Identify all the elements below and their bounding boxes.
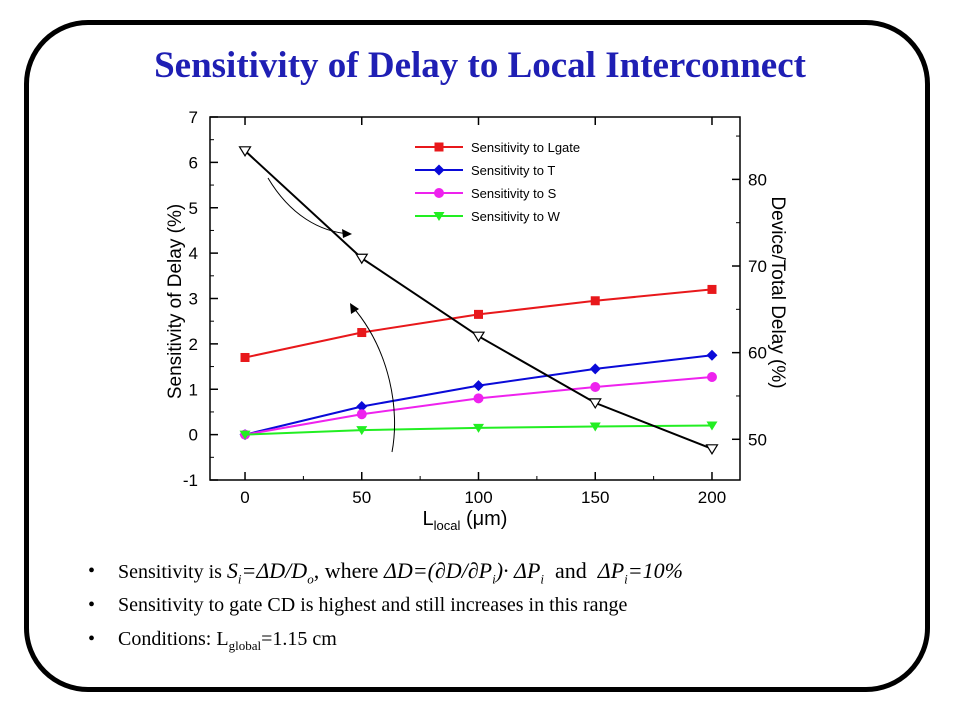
y-tick-label: 4 [189, 244, 198, 263]
formula-s: S [226, 558, 238, 583]
data-point-0 [357, 328, 367, 338]
bullet-text: Sensitivity to gate CD is highest and st… [118, 594, 628, 616]
bullet-dot: • [88, 560, 96, 582]
annotation-arrow-right-axis [267, 177, 351, 235]
legend-label: Sensitivity to Lgate [471, 140, 580, 155]
bullet-text-after: =1.15 cm [261, 628, 337, 650]
bullet-dot: • [88, 628, 96, 650]
data-point-1 [706, 349, 718, 361]
y2-tick-label: 70 [748, 257, 767, 276]
formula-and: and [555, 558, 587, 583]
data-point-3 [356, 426, 368, 436]
x-tick-label: 100 [464, 488, 492, 507]
data-point-0 [590, 296, 600, 306]
bullet-list: • Sensitivity is Si=ΔD/Do, where ΔD=(∂D/… [88, 556, 683, 658]
legend-label: Sensitivity to S [471, 186, 557, 201]
data-point-0 [474, 309, 484, 319]
y-tick-label: 7 [189, 108, 198, 127]
data-point-1 [589, 363, 601, 375]
data-point-0 [240, 352, 250, 362]
formula-ten: =10% [627, 558, 683, 583]
formula-delta-p: ΔP [597, 558, 625, 583]
data-point-3 [473, 423, 485, 433]
x-axis-label-sub: local [434, 518, 461, 533]
bullet-dot: • [88, 594, 96, 616]
data-point-3 [239, 430, 251, 440]
annotation-arrowhead-left-axis [350, 303, 359, 314]
x-axis-label-main: L [423, 508, 434, 530]
x-tick-label: 200 [698, 488, 726, 507]
legend-marker [433, 164, 445, 176]
x-tick-label: 0 [240, 488, 249, 507]
data-point-4 [705, 444, 719, 455]
slide-frame [24, 20, 930, 692]
y-tick-label: 6 [189, 153, 198, 172]
y2-tick-label: 50 [748, 430, 767, 449]
bullet-conditions: • Conditions: Lglobal=1.15 cm [88, 624, 683, 658]
formula-where: , where [313, 558, 379, 583]
bullet-text: Sensitivity is [118, 561, 222, 583]
data-point-4 [238, 146, 252, 157]
data-point-3 [706, 421, 718, 431]
data-point-2 [473, 393, 484, 404]
x-tick-label: 50 [352, 488, 371, 507]
formula-sub-pi2: i [540, 571, 545, 587]
data-point-3 [589, 422, 601, 432]
series-line-0 [244, 288, 713, 359]
formula-sub-i: i [237, 571, 242, 587]
data-point-4 [355, 253, 369, 265]
data-point-2 [590, 381, 601, 392]
y-tick-label: 2 [189, 335, 198, 354]
data-point-2 [706, 371, 717, 382]
data-point-2 [356, 409, 367, 420]
x-tick-label: 150 [581, 488, 609, 507]
legend-marker [433, 212, 445, 221]
x-axis-label-unit: (μm) [460, 508, 507, 530]
formula-sub-pi: i [492, 571, 496, 587]
bullet-subscript: global [228, 638, 262, 653]
y2-axis-label: Device/Total Delay (%) [767, 196, 788, 388]
bullet-text: Conditions: L [118, 628, 229, 650]
legend-marker [434, 142, 444, 152]
y-tick-label: -1 [183, 471, 198, 490]
bullet-gate-cd: • Sensitivity to gate CD is highest and … [88, 590, 683, 624]
y-tick-label: 0 [189, 426, 198, 445]
formula-dot-part: )· ΔP [495, 558, 541, 583]
y-tick-label: 1 [189, 380, 198, 399]
data-point-1 [356, 400, 368, 412]
y-tick-label: 5 [189, 199, 198, 218]
data-point-0 [707, 284, 717, 294]
formula-sub-o: o [307, 571, 314, 587]
legend-label: Sensitivity to W [471, 209, 561, 224]
formula-delta-d: ΔD=(∂D/∂P [383, 558, 493, 583]
annotation-arrowhead-right-axis [342, 229, 352, 238]
legend-label: Sensitivity to T [471, 163, 555, 178]
x-axis-label: Llocal (μm) [423, 508, 508, 533]
legend-marker [434, 188, 444, 198]
y2-tick-label: 60 [748, 344, 767, 363]
data-point-1 [473, 380, 485, 392]
slide-title: Sensitivity of Delay to Local Interconne… [154, 45, 806, 86]
bullet-sensitivity-definition: • Sensitivity is Si=ΔD/Do, where ΔD=(∂D/… [88, 556, 683, 590]
sensitivity-formula: Si=ΔD/Do, where ΔD=(∂D/∂Pi)· ΔPi and ΔPi… [226, 558, 683, 587]
y-axis-label: Sensitivity of Delay (%) [165, 204, 186, 399]
formula-eq1: =ΔD/D [241, 558, 308, 583]
data-point-4 [471, 331, 486, 343]
annotation-arrow-left-axis [351, 305, 396, 453]
y-tick-label: 3 [189, 290, 198, 309]
y2-tick-label: 80 [748, 170, 767, 189]
data-point-4 [588, 398, 602, 410]
formula-sub-pi3: i [624, 571, 628, 587]
